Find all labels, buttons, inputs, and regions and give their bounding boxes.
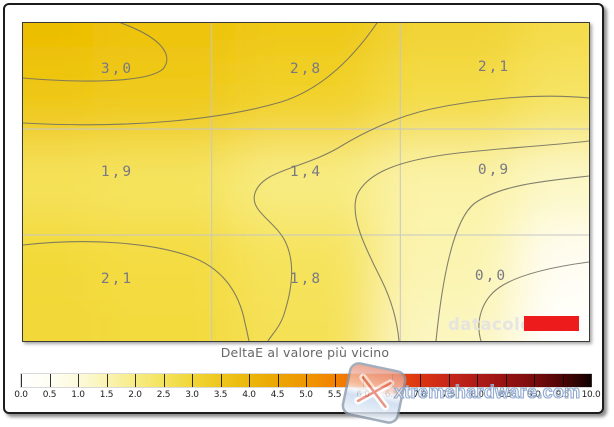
colorbar-tick-label: 2.0	[128, 390, 142, 400]
colorbar-tick	[534, 374, 535, 387]
cell-label: 0,9	[478, 162, 510, 178]
plot-area: datacolor 3,0 2,8 2,1 1,9 1,4 0,9 2,1 1,…	[22, 22, 590, 342]
colorbar-tick	[420, 374, 421, 387]
colorbar-tick	[562, 374, 564, 387]
colorbar-tick-label: 1.5	[99, 390, 114, 400]
cell-label: 2,1	[101, 271, 133, 287]
colorbar-tick-label: 1.0	[71, 390, 85, 400]
colorbar-tick-label: 5.5	[327, 390, 342, 400]
colorbar-tick-label: 7.0	[413, 390, 427, 400]
colorbar-tick-label: 0.0	[14, 390, 28, 400]
colorbar-tick	[591, 374, 592, 387]
colorbar-tick	[192, 374, 193, 387]
colorbar-tick	[249, 374, 250, 387]
colorbar-tick	[135, 374, 136, 387]
cell-label: 1,9	[101, 164, 133, 180]
colorbar-tick-label: 4.0	[242, 390, 256, 400]
colorbar-tick	[477, 374, 478, 387]
contour-plot-svg: datacolor 3,0 2,8 2,1 1,9 1,4 0,9 2,1 1,…	[23, 23, 589, 341]
colorbar-tick	[21, 374, 22, 387]
colorbar-tick	[49, 374, 51, 387]
colorbar-tick	[78, 374, 79, 387]
cell-label: 1,4	[290, 164, 322, 180]
colorbar-tick-label: 4.5	[270, 390, 285, 400]
colorbar-tick-label: 10.0	[581, 390, 601, 400]
cell-label: 3,0	[101, 61, 133, 77]
colorbar-tick	[220, 374, 222, 387]
colorbar-tick-label: 8.5	[498, 390, 513, 400]
cell-labels: 3,0 2,8 2,1 1,9 1,4 0,9 2,1 1,8 0,0	[101, 59, 510, 287]
figure-frame: datacolor 3,0 2,8 2,1 1,9 1,4 0,9 2,1 1,…	[3, 3, 604, 424]
cell-label: 1,8	[290, 271, 322, 287]
colorbar-tick	[391, 374, 393, 387]
contour-lines	[23, 23, 589, 341]
colorbar-tick	[106, 374, 108, 387]
cell-label: 0,0	[475, 268, 507, 284]
colorbar-tick	[277, 374, 279, 387]
colorbar-tick	[448, 374, 450, 387]
cell-label: 2,8	[290, 61, 322, 77]
colorbar-tick	[306, 374, 307, 387]
colorbar-tick-label: 3.5	[213, 390, 228, 400]
chart-title: DeltaE al valore più vicino	[220, 345, 390, 360]
colorbar-tick	[163, 374, 165, 387]
grid-lines	[23, 23, 589, 341]
colorbar-tick-label: 3.0	[185, 390, 199, 400]
colorbar: 0.0 0.5 1.0 1.5 2.0 2.5 3.0 3.5 4.0 4.5 5.0 5.5 6.0 6…	[14, 373, 601, 400]
colorbar-tick	[334, 374, 336, 387]
datacolor-watermark-text: datacolor	[448, 315, 541, 334]
cell-label: 2,1	[478, 59, 510, 75]
colorbar-tick-label: 5.0	[299, 390, 313, 400]
colorbar-tick	[363, 374, 364, 387]
colorbar-tick-label: 9.5	[555, 390, 570, 400]
colorbar-tick-label: 0.5	[42, 390, 57, 400]
colorbar-tick-label: 2.5	[156, 390, 171, 400]
colorbar-tick-label: 9.0	[527, 390, 541, 400]
colorbar-tick-label: 8.0	[470, 390, 484, 400]
colorbar-tick	[505, 374, 507, 387]
colorbar-tick-label: 7.5	[441, 390, 456, 400]
datacolor-logo-bar	[524, 316, 579, 331]
